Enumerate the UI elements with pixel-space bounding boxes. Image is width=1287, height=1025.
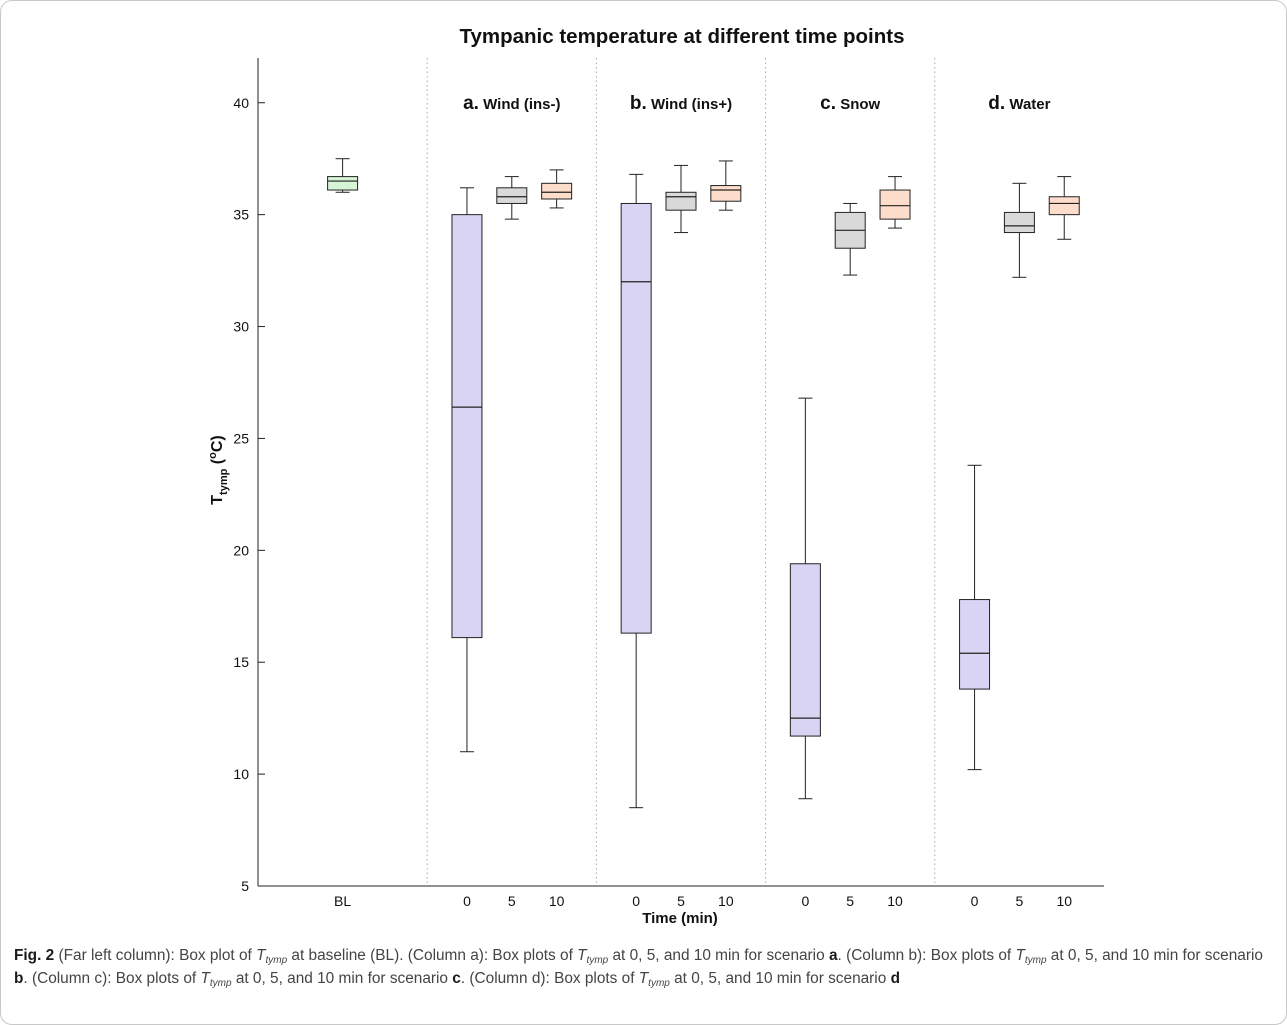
y-axis-label-unit-rest: C) [209, 435, 226, 452]
panel-letter: d. [988, 93, 1005, 114]
x-tick-label: 5 [508, 893, 516, 909]
caption-scenario: a [828, 947, 838, 964]
caption-var: Ttymp [1015, 947, 1047, 966]
panel-name: Water [1005, 96, 1050, 113]
caption-scenario: d [890, 970, 900, 987]
box-iqr [710, 185, 742, 202]
x-tick-label: 0 [801, 893, 809, 909]
x-tick-label: 0 [463, 893, 471, 909]
x-axis-label: Time (min) [642, 910, 718, 927]
box-iqr [620, 202, 652, 634]
y-tick-label: 40 [233, 95, 249, 111]
y-axis-label-sub: tymp [218, 468, 230, 495]
y-tick-label: 10 [233, 766, 249, 782]
x-tick-label: 0 [632, 893, 640, 909]
box-iqr [879, 189, 911, 220]
caption-text: (Far left column): Box plot of [54, 947, 257, 964]
y-tick-label: 30 [233, 319, 249, 335]
caption-var: Ttymp [638, 970, 670, 989]
panel-heading: a. Wind (ins-) [463, 93, 560, 114]
chart-title: Tympanic temperature at different time p… [459, 25, 904, 48]
caption-scenario: b [14, 970, 24, 987]
y-tick-label: 25 [233, 430, 249, 446]
caption-text: . (Column d): Box plots of [460, 970, 639, 987]
panel-name: Snow [836, 96, 880, 113]
y-axis-label: Ttymp (oC) [207, 435, 230, 504]
caption-text: at baseline (BL). (Column a): Box plots … [287, 947, 578, 964]
box-iqr [665, 191, 697, 211]
x-tick-label: 5 [1016, 893, 1024, 909]
box-iqr [959, 599, 991, 690]
panel-letter: b. [630, 93, 647, 114]
caption-scenario: c [452, 970, 461, 987]
y-axis-label-unit-open: ( [209, 458, 226, 468]
caption-var: Ttymp [200, 970, 232, 989]
y-tick-label: 5 [241, 878, 249, 894]
box-iqr [1003, 211, 1035, 234]
x-tick-label: 10 [549, 893, 565, 909]
box-iqr [496, 187, 528, 204]
caption-text: . (Column b): Box plots of [837, 947, 1016, 964]
x-tick-label: 10 [718, 893, 734, 909]
caption-text: at 0, 5, and 10 min for scenario [231, 970, 453, 987]
x-tick-label: 5 [846, 893, 854, 909]
panel-letter: a. [463, 93, 479, 114]
y-tick-label: 15 [233, 654, 249, 670]
y-axis-label-main: T [209, 495, 226, 505]
panel-letter: c. [820, 93, 836, 114]
panel-heading: d. Water [988, 93, 1050, 114]
caption-fig-label: Fig. 2 [14, 947, 55, 964]
box-iqr [451, 214, 483, 639]
box-plot-chart: Tympanic temperature at different time p… [207, 25, 1104, 927]
box-iqr [541, 182, 573, 200]
panel-name: Wind (ins+) [647, 96, 732, 113]
figure-caption: Fig. 2 (Far left column): Box plot of Tt… [14, 944, 1276, 990]
box-iqr [327, 176, 359, 191]
y-tick-label: 35 [233, 207, 249, 223]
y-tick-label: 20 [233, 542, 249, 558]
caption-var: Ttymp [256, 947, 288, 966]
x-tick-label: 5 [677, 893, 685, 909]
x-tick-label: 10 [1056, 893, 1072, 909]
caption-text: at 0, 5, and 10 min for scenario [608, 947, 829, 964]
panel-heading: c. Snow [820, 93, 880, 114]
box-iqr [1048, 196, 1080, 216]
x-tick-label: 0 [971, 893, 979, 909]
caption-text: . (Column c): Box plots of [23, 970, 201, 987]
caption-text: at 0, 5, and 10 min for scenario [669, 970, 891, 987]
x-tick-label: BL [334, 893, 351, 909]
caption-text: at 0, 5, and 10 min for scenario [1046, 947, 1263, 964]
panel-name: Wind (ins-) [479, 96, 561, 113]
x-tick-label: 10 [887, 893, 903, 909]
y-axis-label-unit-sup: o [207, 452, 219, 459]
box-iqr [789, 563, 821, 737]
caption-var: Ttymp [577, 947, 609, 966]
panel-heading: b. Wind (ins+) [630, 93, 732, 114]
